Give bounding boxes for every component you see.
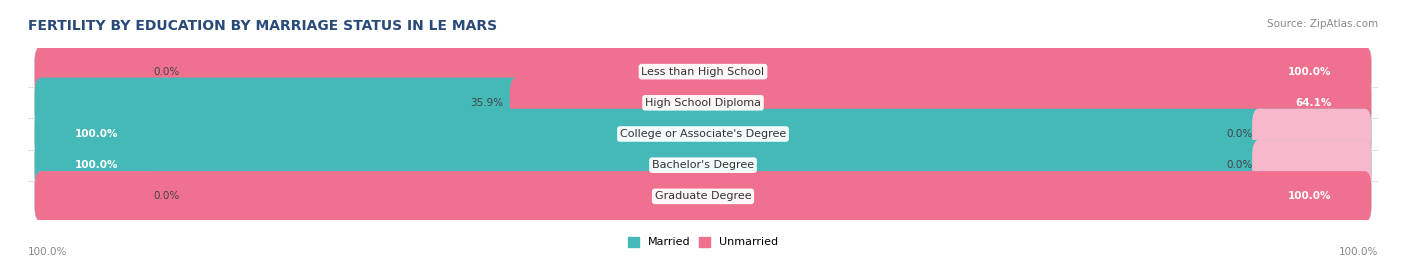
Text: 35.9%: 35.9%	[470, 98, 503, 108]
Text: 100.0%: 100.0%	[1339, 247, 1378, 257]
Text: Less than High School: Less than High School	[641, 67, 765, 77]
Text: College or Associate's Degree: College or Associate's Degree	[620, 129, 786, 139]
FancyBboxPatch shape	[35, 77, 1371, 128]
Legend: Married, Unmarried: Married, Unmarried	[623, 232, 783, 252]
Text: 0.0%: 0.0%	[153, 67, 180, 77]
FancyBboxPatch shape	[510, 77, 1371, 128]
Text: High School Diploma: High School Diploma	[645, 98, 761, 108]
FancyBboxPatch shape	[35, 46, 153, 97]
Text: Bachelor's Degree: Bachelor's Degree	[652, 160, 754, 170]
FancyBboxPatch shape	[35, 109, 1371, 159]
Text: Graduate Degree: Graduate Degree	[655, 191, 751, 201]
Text: 100.0%: 100.0%	[75, 160, 118, 170]
FancyBboxPatch shape	[1253, 109, 1371, 159]
Text: 0.0%: 0.0%	[1226, 129, 1253, 139]
FancyBboxPatch shape	[35, 171, 1371, 222]
FancyBboxPatch shape	[35, 77, 523, 128]
FancyBboxPatch shape	[1253, 140, 1371, 191]
FancyBboxPatch shape	[35, 140, 1371, 191]
FancyBboxPatch shape	[35, 171, 1371, 222]
Text: 100.0%: 100.0%	[1288, 67, 1331, 77]
FancyBboxPatch shape	[35, 171, 153, 222]
FancyBboxPatch shape	[35, 140, 1371, 191]
Text: 0.0%: 0.0%	[1226, 160, 1253, 170]
Text: 100.0%: 100.0%	[28, 247, 67, 257]
FancyBboxPatch shape	[35, 46, 1371, 97]
FancyBboxPatch shape	[35, 46, 1371, 97]
Text: 64.1%: 64.1%	[1295, 98, 1331, 108]
Text: 100.0%: 100.0%	[1288, 191, 1331, 201]
FancyBboxPatch shape	[35, 109, 1371, 159]
Text: 0.0%: 0.0%	[153, 191, 180, 201]
Text: FERTILITY BY EDUCATION BY MARRIAGE STATUS IN LE MARS: FERTILITY BY EDUCATION BY MARRIAGE STATU…	[28, 19, 498, 33]
Text: Source: ZipAtlas.com: Source: ZipAtlas.com	[1267, 19, 1378, 29]
Text: 100.0%: 100.0%	[75, 129, 118, 139]
